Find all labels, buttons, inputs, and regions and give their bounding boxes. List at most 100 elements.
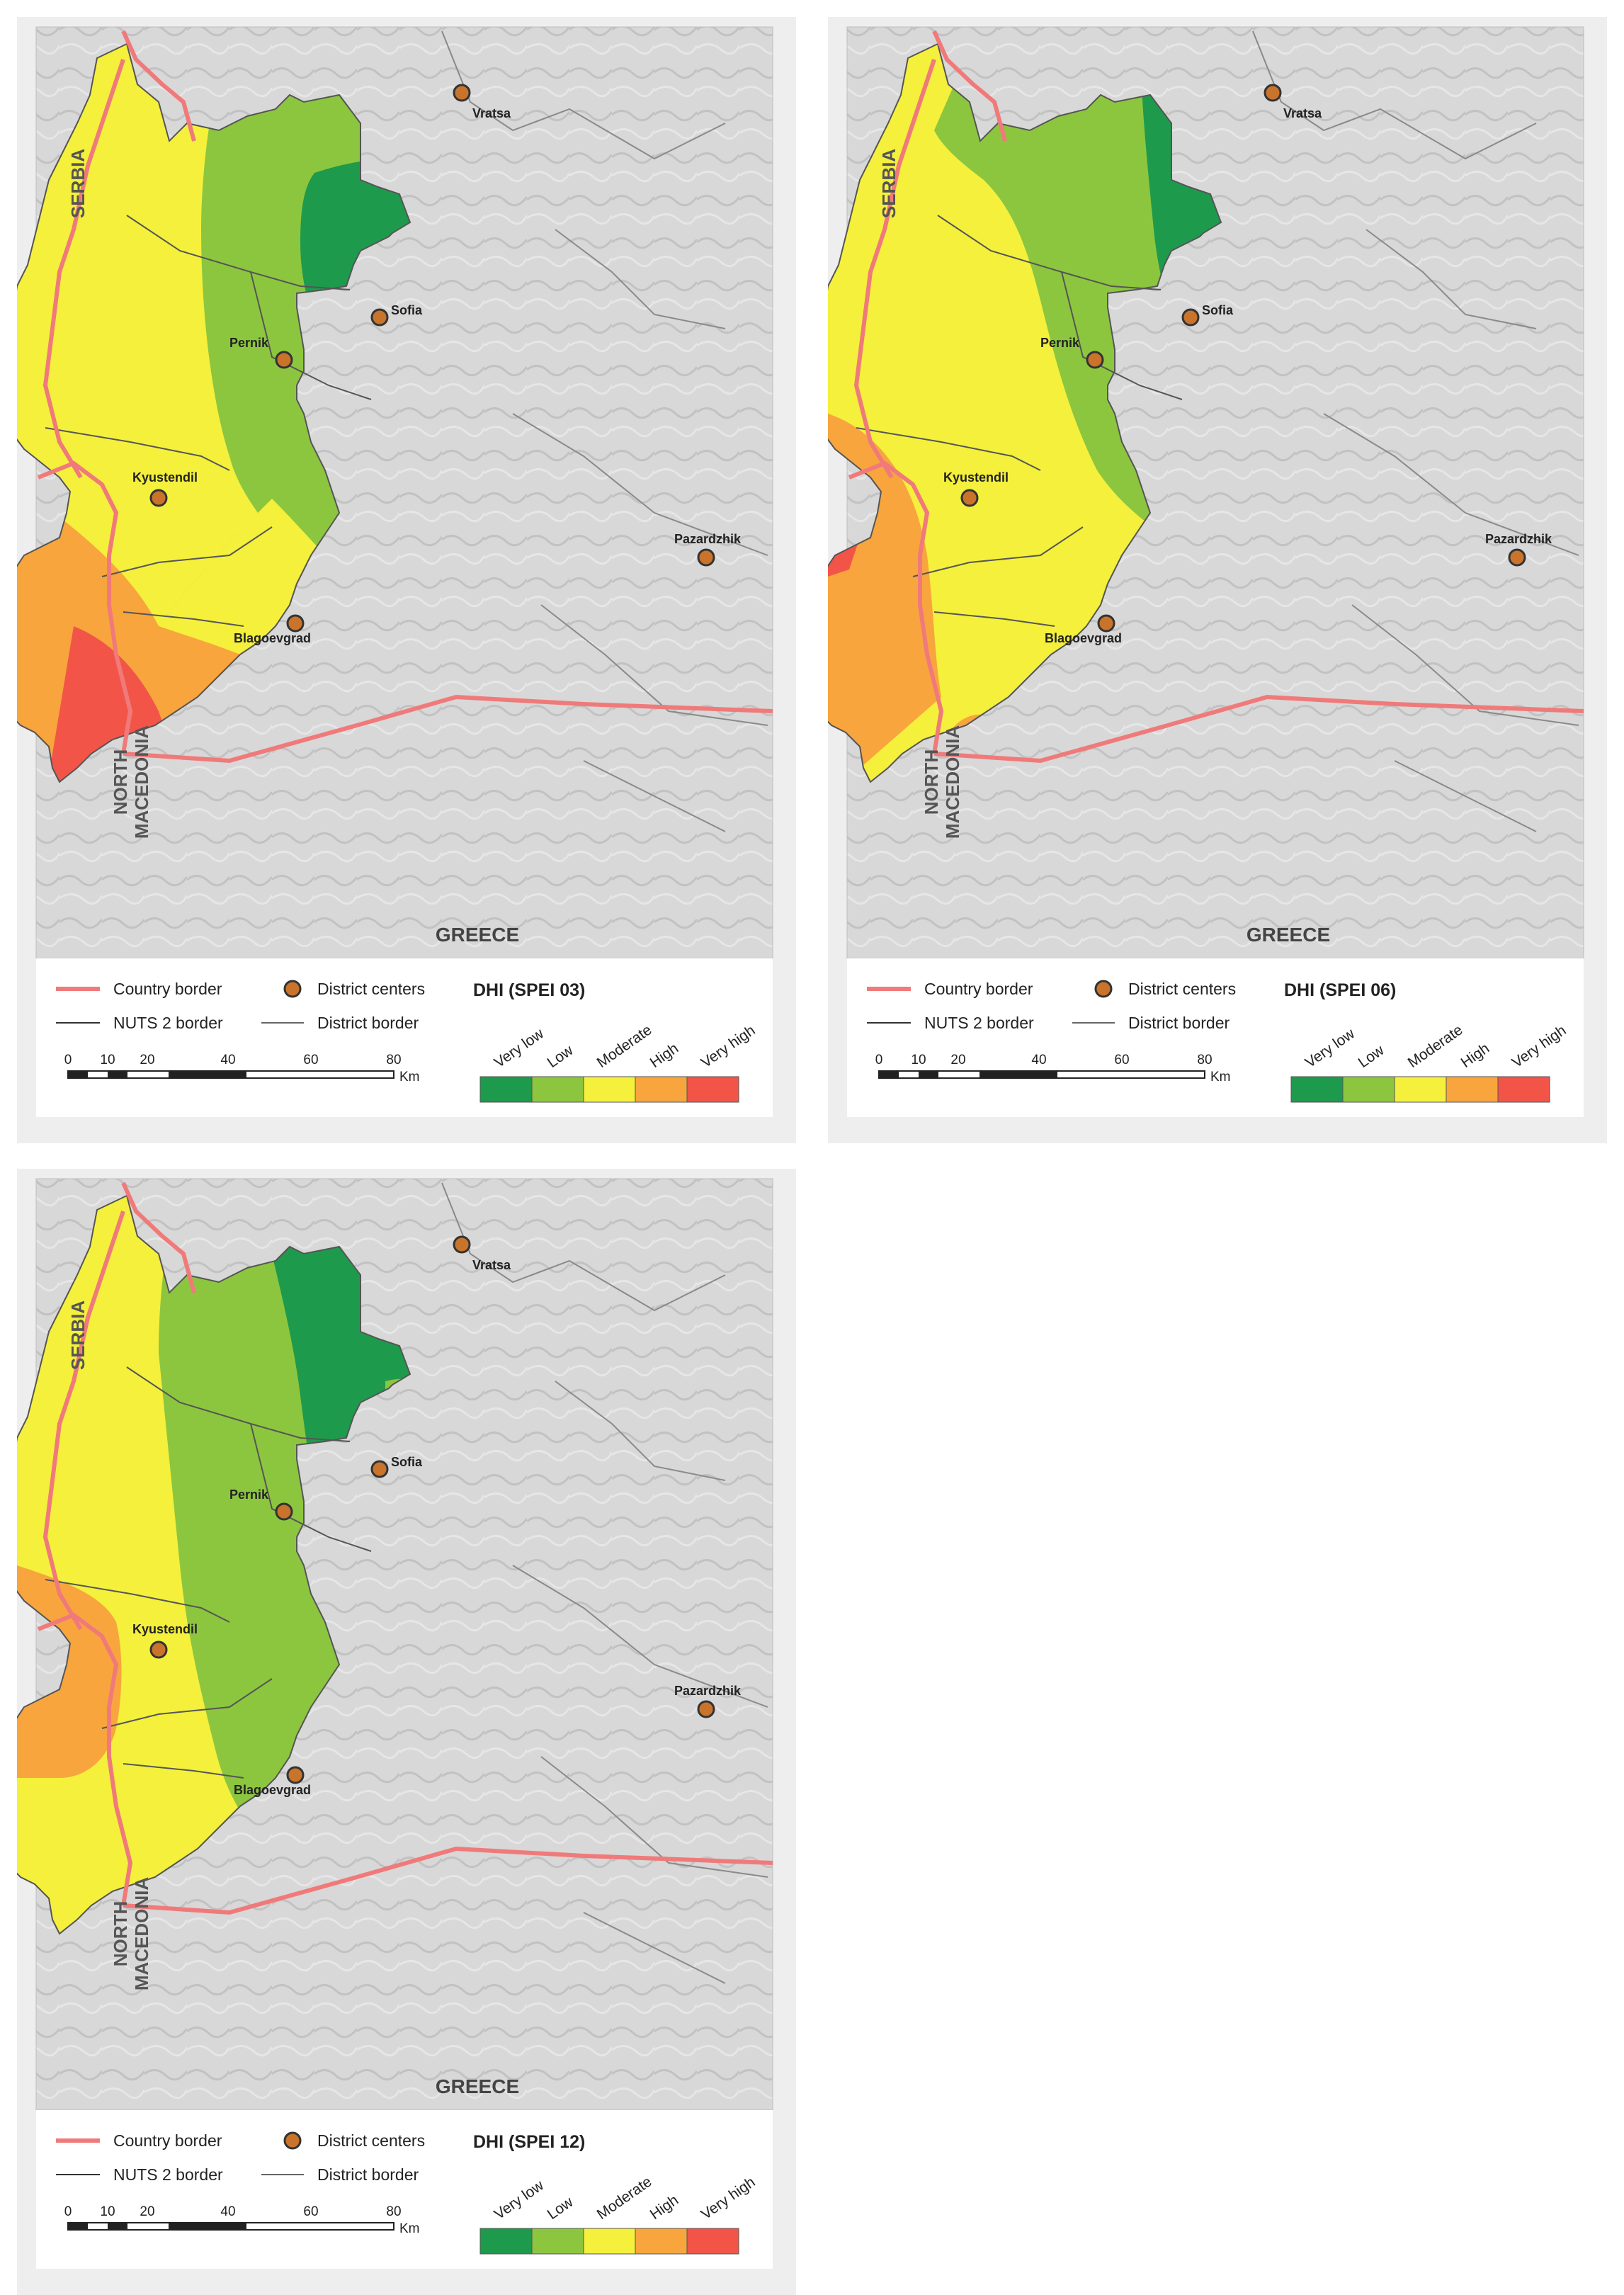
country-label-greece: GREECE [1247,924,1330,946]
district-center-marker [149,1640,168,1659]
district-centers: Vratsa Sofia Pernik Kyustendil Pazardzhi… [943,84,1552,645]
scale-tick-label: 10 [100,2204,115,2219]
scale-tick-label: 20 [140,2204,154,2219]
city-label-blagoevgrad: Blagoevgrad [1045,631,1122,645]
district-center-marker [275,351,293,369]
scale-tick-label: 60 [1114,1053,1129,1067]
city-label-pernik: Pernik [229,336,269,350]
scale-unit-label: Km [1210,1070,1231,1084]
class-swatch-very-high [686,2228,739,2255]
district-center-marker [286,1766,305,1784]
legend-district-border-label: District border [317,1014,419,1032]
legend-district-border-label: District border [317,2165,419,2184]
map-panel-spei-12: SERBIA NORTH MACEDONIA GREECE Vratsa Sof… [17,1169,796,2295]
scale-tick-label: 0 [64,1053,72,1067]
scale-tick-label: 10 [100,1053,115,1067]
scale-tick-label: 80 [1197,1053,1212,1067]
district-center-marker [286,614,305,633]
class-swatch-moderate [583,1076,636,1103]
country-label-greece: GREECE [436,924,519,946]
scale-tick-label: 40 [220,2204,235,2219]
legend-district-center-marker [1094,980,1113,998]
legend-country-border-label: Country border [113,2131,222,2150]
district-center-marker [1181,308,1200,327]
district-center-marker [1264,84,1282,102]
legend-district-centers-label: District centers [317,980,425,998]
scale-tick-label: 80 [386,2204,401,2219]
district-centers: Vratsa Sofia Pernik Kyustendil Pazardzhi… [132,84,742,645]
country-label-north-macedonia-2: MACEDONIA [942,725,963,839]
country-label-north-macedonia-1: NORTH [110,1901,131,1966]
city-label-kyustendil: Kyustendil [132,1622,198,1636]
city-label-sofia: Sofia [1202,303,1234,317]
city-label-vratsa: Vratsa [472,106,511,120]
legend-district-center-marker [283,2131,302,2150]
scale-tick-label: 60 [303,1053,318,1067]
city-label-pazardzhik: Pazardzhik [1485,532,1552,546]
legend-district-center-marker [283,980,302,998]
scale-tick-label: 20 [140,1053,154,1067]
class-swatch-high [1446,1076,1499,1103]
country-label-north-macedonia-2: MACEDONIA [131,1877,152,1991]
country-label-north-macedonia-2: MACEDONIA [131,725,152,839]
scale-bar: 0 10 20 40 60 80 Km [64,1053,420,1084]
scale-tick-label: 80 [386,1053,401,1067]
district-center-marker [1508,548,1526,567]
map-panel-spei-06: SERBIA NORTH MACEDONIA GREECE Vratsa Sof… [828,17,1607,1143]
city-label-pazardzhik: Pazardzhik [674,532,742,546]
map-svg-spei-12: SERBIA NORTH MACEDONIA GREECE Vratsa Sof… [17,1178,773,2269]
map-panel-spei-03: SERBIA NORTH MACEDONIA GREECE Vratsa Sof… [17,17,796,1143]
legend-nuts2-border-label: NUTS 2 border [113,2165,223,2184]
legend-district-centers-label: District centers [317,2131,425,2150]
map-svg-spei-03: SERBIA NORTH MACEDONIA GREECE Vratsa Sof… [17,26,773,1117]
city-label-sofia: Sofia [391,1455,423,1469]
class-swatch-low [1342,1076,1395,1103]
class-swatch-moderate [583,2228,636,2255]
district-center-marker [1097,614,1115,633]
scale-bar: 0 10 20 40 60 80 Km [875,1053,1231,1084]
legend-district-centers-label: District centers [1128,980,1236,998]
legend-title: DHI (SPEI 03) [473,980,585,1000]
legend-title: DHI (SPEI 06) [1284,980,1396,1000]
country-label-serbia: SERBIA [67,149,89,218]
map-svg-spei-06: SERBIA NORTH MACEDONIA GREECE Vratsa Sof… [828,26,1584,1117]
country-label-greece: GREECE [436,2075,519,2097]
district-center-marker [697,1700,715,1718]
class-swatch-very-low [479,2228,533,2255]
city-label-pernik: Pernik [1040,336,1080,350]
city-label-vratsa: Vratsa [1283,106,1322,120]
country-label-north-macedonia-1: NORTH [921,749,942,815]
class-swatch-very-high [1497,1076,1550,1103]
class-swatch-very-high [686,1076,739,1103]
legend-nuts2-border-label: NUTS 2 border [924,1014,1034,1032]
city-label-pernik: Pernik [229,1488,269,1502]
city-label-vratsa: Vratsa [472,1258,511,1272]
district-center-marker [149,489,168,507]
class-swatch-low [531,1076,584,1103]
class-swatch-high [635,1076,688,1103]
scale-tick-label: 10 [911,1053,926,1067]
scale-tick-label: 0 [64,2204,72,2219]
city-label-pazardzhik: Pazardzhik [674,1684,742,1698]
country-label-serbia: SERBIA [67,1300,89,1370]
legend-country-border-label: Country border [924,980,1033,998]
scale-unit-label: Km [399,1070,420,1084]
city-label-sofia: Sofia [391,303,423,317]
country-label-north-macedonia-1: NORTH [110,749,131,815]
class-swatch-very-low [479,1076,533,1103]
scale-tick-label: 40 [220,1053,235,1067]
city-label-kyustendil: Kyustendil [132,470,198,484]
district-center-marker [697,548,715,567]
city-label-blagoevgrad: Blagoevgrad [234,631,311,645]
scale-bar: 0 10 20 40 60 80 Km [64,2204,420,2236]
district-center-marker [453,1235,471,1254]
district-center-marker [1086,351,1104,369]
class-swatch-very-low [1290,1076,1344,1103]
district-center-marker [370,1460,389,1478]
district-center-marker [960,489,979,507]
class-swatch-high [635,2228,688,2255]
scale-unit-label: Km [399,2221,420,2236]
legend-nuts2-border-label: NUTS 2 border [113,1014,223,1032]
class-swatch-moderate [1394,1076,1447,1103]
district-center-marker [275,1502,293,1521]
